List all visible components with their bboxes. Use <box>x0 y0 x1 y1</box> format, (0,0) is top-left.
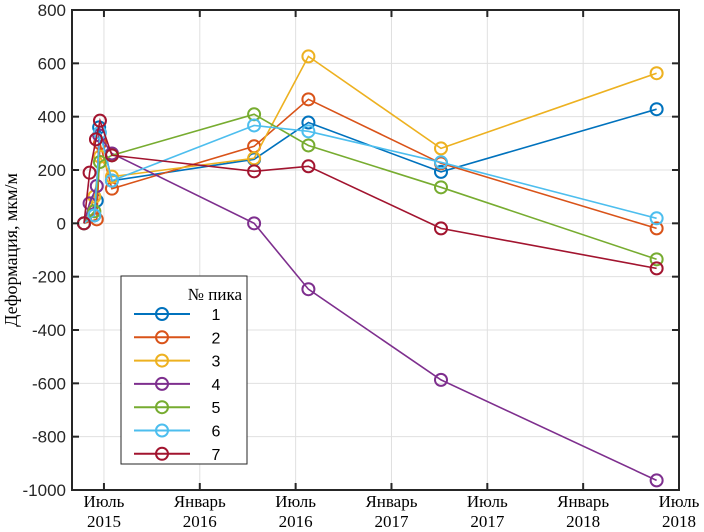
legend-marker <box>155 376 169 391</box>
legend-marker <box>155 423 169 438</box>
data-point <box>433 141 448 156</box>
legend-marker <box>155 307 169 321</box>
legend-label: 1 <box>212 307 221 324</box>
data-point <box>433 155 448 170</box>
x-tick-label-month: Июль <box>275 492 316 511</box>
x-tick-label-year: 2018 <box>566 512 600 531</box>
y-tick-label: -600 <box>32 374 66 393</box>
data-point <box>649 261 664 276</box>
legend-item-5: 5 <box>134 400 221 417</box>
legend-item-2: 2 <box>134 330 221 347</box>
series-line <box>83 117 657 270</box>
data-point <box>92 155 107 169</box>
data-point <box>104 169 119 184</box>
x-tick-label-month: Январь <box>174 492 226 511</box>
y-axis-label: Деформация, мкм/м <box>1 173 21 327</box>
data-point <box>433 372 448 387</box>
data-point <box>649 221 664 236</box>
x-tick-label-year: 2016 <box>183 512 217 531</box>
data-point <box>104 173 119 188</box>
data-point <box>88 132 103 147</box>
legend-item-1: 1 <box>134 307 221 324</box>
series-group <box>76 49 664 488</box>
data-point <box>301 49 316 64</box>
legend-label: 5 <box>212 400 221 417</box>
data-point <box>433 180 448 195</box>
x-tick-label-year: 2018 <box>662 512 696 531</box>
y-tick-label: 600 <box>38 54 66 73</box>
series-line <box>83 98 657 230</box>
legend-label: 2 <box>212 330 221 347</box>
x-tick-label-month: Январь <box>365 492 417 511</box>
legend-title: № пика <box>188 285 243 304</box>
x-tick-label-year: 2017 <box>470 512 505 531</box>
series-line <box>83 55 657 224</box>
series-line <box>83 113 657 261</box>
data-point <box>82 165 97 180</box>
x-tick-label-month: Январь <box>557 492 609 511</box>
y-tick-label: -400 <box>32 321 66 340</box>
data-point <box>87 208 102 223</box>
legend-marker <box>155 400 169 415</box>
series-5 <box>76 107 664 267</box>
y-tick-label: -800 <box>32 428 66 447</box>
data-point <box>649 473 664 488</box>
data-point <box>247 216 262 231</box>
y-tick-label: 0 <box>57 214 66 233</box>
data-point <box>649 102 664 117</box>
legend: № пика 1 2 3 4 5 6 7 <box>120 275 248 465</box>
y-tick-label: 200 <box>38 161 66 180</box>
data-point <box>433 221 448 236</box>
series-line <box>83 124 657 224</box>
data-point <box>301 115 316 130</box>
x-tick-label-year: 2017 <box>374 512 409 531</box>
ticks: -1000-800-600-400-2000200400600800Июль20… <box>23 1 700 531</box>
x-tick-label-month: Июль <box>467 492 508 511</box>
series-1 <box>76 102 664 231</box>
legend-label: 4 <box>212 377 221 394</box>
x-tick-label-year: 2016 <box>279 512 313 531</box>
legend-box <box>120 275 248 465</box>
data-point <box>92 113 107 128</box>
legend-marker <box>155 330 169 345</box>
y-tick-label: 400 <box>38 108 66 127</box>
data-point <box>247 118 262 133</box>
x-tick-label-month: Июль <box>84 492 125 511</box>
y-tick-label: -1000 <box>23 481 66 500</box>
axes-box <box>71 9 680 491</box>
data-point <box>649 66 664 81</box>
legend-item-3: 3 <box>134 353 221 371</box>
legend-item-7: 7 <box>134 446 221 464</box>
data-point <box>301 124 316 139</box>
data-point <box>649 252 664 267</box>
data-point <box>301 282 316 297</box>
legend-label: 7 <box>212 447 221 464</box>
data-point <box>301 159 316 174</box>
legend-label: 3 <box>212 354 221 371</box>
y-tick-label: -200 <box>32 268 66 287</box>
data-point <box>649 211 664 226</box>
y-tick-label: 800 <box>38 1 66 20</box>
series-7 <box>76 113 664 276</box>
series-2 <box>76 92 664 236</box>
legend-marker <box>155 353 169 368</box>
legend-item-4: 4 <box>134 376 221 394</box>
data-point <box>301 138 316 153</box>
data-point <box>247 151 262 166</box>
series-6 <box>76 118 664 231</box>
series-line <box>83 108 657 224</box>
data-point <box>247 164 262 179</box>
data-point <box>104 148 119 163</box>
x-tick-label-month: Июль <box>659 492 700 511</box>
legend-item-6: 6 <box>134 423 221 441</box>
data-point <box>433 164 448 179</box>
legend-label: 6 <box>212 424 221 441</box>
x-tick-label-year: 2015 <box>87 512 121 531</box>
data-point <box>301 92 316 107</box>
legend-marker <box>155 446 169 461</box>
